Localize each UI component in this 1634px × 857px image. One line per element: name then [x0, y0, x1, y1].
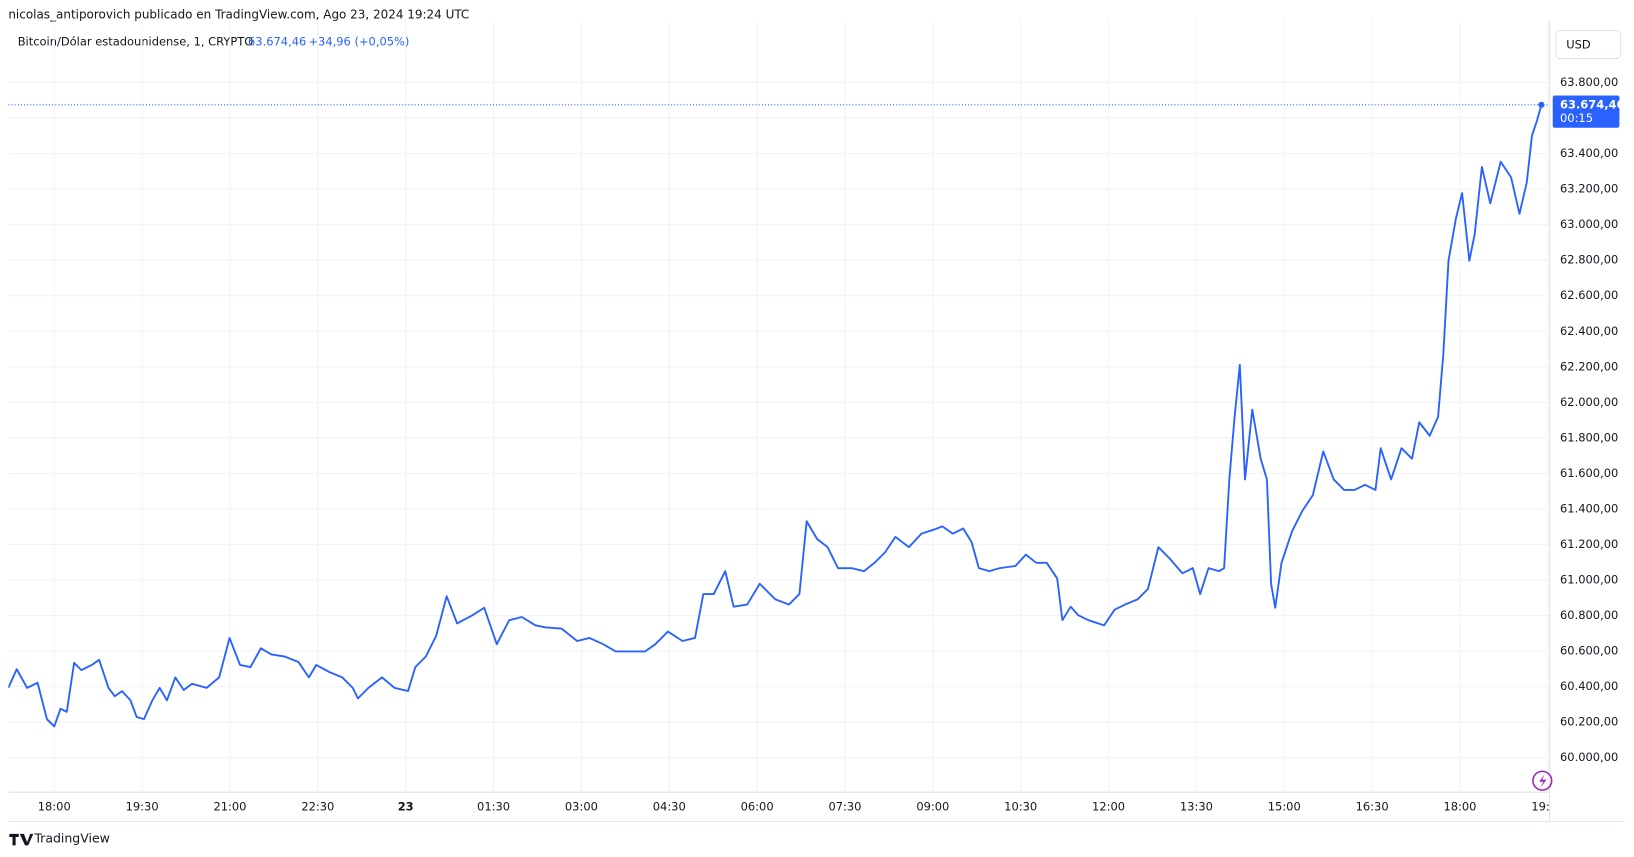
x-tick-label: 04:30: [653, 799, 686, 813]
y-tick-label: 61.200,00: [1560, 537, 1618, 551]
x-tick-label: 18:00: [1443, 799, 1476, 813]
x-tick-label: 21:00: [213, 799, 246, 813]
x-tick-label: 12:00: [1092, 799, 1125, 813]
y-tick-label: 60.200,00: [1560, 715, 1618, 729]
y-tick-label: 63.200,00: [1560, 182, 1618, 196]
y-tick-label: 60.600,00: [1560, 644, 1618, 658]
y-tick-label: 62.600,00: [1560, 288, 1618, 302]
y-tick-label: 61.000,00: [1560, 573, 1618, 587]
y-tick-label: 60.400,00: [1560, 679, 1618, 693]
x-tick-label: 03:00: [565, 799, 598, 813]
y-tick-label: 61.400,00: [1560, 501, 1618, 515]
x-tick-label: 10:30: [1004, 799, 1037, 813]
x-tick-label: 22:30: [301, 799, 334, 813]
legend-price: 63.674,46: [248, 34, 306, 48]
lightning-icon[interactable]: [1532, 770, 1553, 791]
x-tick-label: 06:00: [741, 799, 774, 813]
x-tick-label: 07:30: [828, 799, 861, 813]
y-tick-label: 63.400,00: [1560, 146, 1618, 160]
axes: 60.000,00 60.200,00 60.400,00 60.600,00 60.8…: [1552, 75, 1625, 764]
x-tick-labels: 18:00 19:30 21:00 22:30 23 01:30 03:00 04:30 06:…: [38, 799, 1564, 813]
y-tick-label: 61.600,00: [1560, 466, 1618, 480]
footer: TradingView: [33, 831, 110, 846]
x-tick-label: 13:30: [1180, 799, 1213, 813]
y-tick-label: 61.800,00: [1560, 430, 1618, 444]
plot: [8, 101, 1550, 728]
y-tick-label: 62.000,00: [1560, 395, 1618, 409]
countdown: 00:15: [1560, 111, 1593, 125]
x-tick-label: 19:30: [126, 799, 159, 813]
x-tick-label: 18:00: [38, 799, 71, 813]
y-tick-label: 62.200,00: [1560, 359, 1618, 373]
y-tick-label: 63.000,00: [1560, 217, 1618, 231]
price-badge-label: 63.674,46: [1560, 97, 1625, 111]
currency: USD: [1566, 38, 1591, 52]
x-tick-label: 19:30: [1531, 799, 1564, 813]
x-tick-label: 09:00: [916, 799, 949, 813]
last-point: [1538, 101, 1545, 108]
legend-name: Bitcoin/Dólar estadounidense, 1, CRYPTO: [18, 34, 254, 48]
y-tick-label: 60.800,00: [1560, 608, 1618, 622]
y-tick-label: 63.800,00: [1560, 75, 1618, 89]
y-tick-label: 62.400,00: [1560, 324, 1618, 338]
price-badge: [1552, 95, 1620, 128]
grid: [8, 21, 1550, 793]
legend-change: +34,96 (+0,05%): [308, 34, 409, 48]
y-tick-label: 62.800,00: [1560, 253, 1618, 267]
y-tick-label: 60.000,00: [1560, 750, 1618, 764]
currency-button[interactable]: [1555, 29, 1621, 60]
tv-logo: [9, 833, 34, 846]
x-tick-label: 23: [398, 799, 414, 813]
x-tick-label: 01:30: [477, 799, 510, 813]
x-tick-label: 15:00: [1268, 799, 1301, 813]
lightning-bolt: [1539, 774, 1547, 789]
price-line: [8, 104, 1543, 728]
header: nicolas_antiporovich publicado en Tradin…: [8, 7, 469, 21]
x-tick-label: 16:30: [1356, 799, 1389, 813]
